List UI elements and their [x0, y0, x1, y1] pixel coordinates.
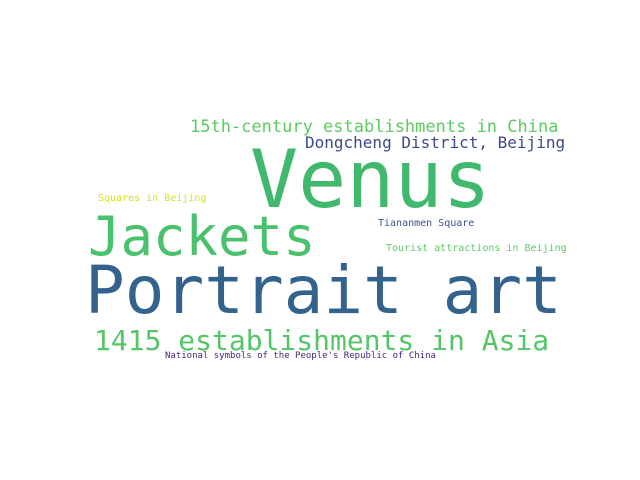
word-tiananmen-square: Tiananmen Square — [378, 218, 475, 229]
word-tourist-attractions-in-beijing: Tourist attractions in Beijing — [386, 243, 567, 254]
word-national-symbols-prc: National symbols of the People's Republi… — [165, 351, 436, 361]
word-dongcheng-district-beijing: Dongcheng District, Beijing — [305, 133, 566, 152]
word-portrait-art: Portrait art — [85, 252, 562, 329]
word-1415-establishments-in-asia: 1415 establishments in Asia — [94, 324, 550, 357]
word-15th-century-establishments-in-china: 15th-century establishments in China — [190, 117, 559, 137]
word-venus: Venus — [250, 133, 491, 226]
word-jackets: Jackets — [88, 205, 316, 268]
word-squares-in-beijing: Squares in Beijing — [98, 193, 207, 204]
